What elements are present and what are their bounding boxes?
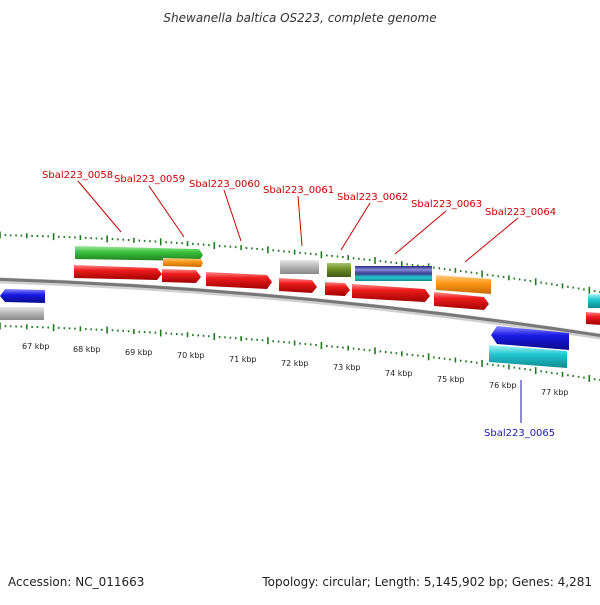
gene-label[interactable]: Sbal223_0065: [484, 428, 555, 439]
tick-label: 70 kbp: [177, 351, 205, 360]
gene-label[interactable]: Sbal223_0060: [189, 179, 260, 190]
tick-label: 76 kbp: [489, 381, 517, 390]
gene-sbal223-0064[interactable]: [436, 275, 491, 294]
reverse-strand-features: [0, 289, 569, 368]
gene-left-blue[interactable]: [0, 289, 45, 303]
accession-text: Accession: NC_011663: [8, 575, 144, 589]
upper-tick-scale: [0, 231, 600, 294]
tick-label: 74 kbp: [385, 369, 413, 378]
cds-arrow[interactable]: [325, 282, 350, 296]
cds-arrow[interactable]: [279, 278, 317, 293]
tick-label: 71 kbp: [229, 355, 257, 364]
cds-arrow[interactable]: [74, 265, 162, 280]
gene-labels: Sbal223_0058 Sbal223_0059 Sbal223_0060 S…: [42, 170, 556, 439]
gene-sbal223-0059-rna[interactable]: [163, 258, 203, 267]
cds-arrow[interactable]: [586, 312, 600, 325]
gene-sbal223-0061[interactable]: [280, 260, 319, 274]
cds-arrow[interactable]: [434, 292, 489, 310]
cds-arrow[interactable]: [162, 269, 201, 283]
lower-tick-scale: [0, 322, 600, 382]
gene-right-edge-cyan[interactable]: [588, 294, 600, 308]
gene-sbal223-0065[interactable]: [489, 345, 567, 368]
gene-label[interactable]: Sbal223_0063: [411, 199, 482, 210]
forward-leaders: [77, 180, 519, 263]
topology-summary: Topology: circular; Length: 5,145,902 bp…: [261, 575, 592, 589]
gene-label[interactable]: Sbal223_0062: [337, 192, 408, 203]
gene-sbal223-0065-cds[interactable]: [491, 326, 569, 350]
cds-track: [74, 265, 600, 325]
tick-label: 72 kbp: [281, 359, 309, 368]
gene-label[interactable]: Sbal223_0058: [42, 170, 113, 181]
cds-arrow[interactable]: [206, 272, 272, 289]
gene-sbal223-0062[interactable]: [327, 263, 351, 277]
tick-label: 75 kbp: [437, 375, 465, 384]
scale-labels: 67 kbp 68 kbp 69 kbp 70 kbp 71 kbp 72 kb…: [22, 342, 569, 397]
tick-label: 77 kbp: [541, 388, 569, 397]
map-title: Shewanella baltica OS223, complete genom…: [163, 11, 436, 25]
tick-label: 69 kbp: [125, 348, 153, 357]
gene-label[interactable]: Sbal223_0064: [485, 207, 556, 218]
gene-label[interactable]: Sbal223_0059: [114, 174, 185, 185]
gene-label[interactable]: Sbal223_0061: [263, 185, 334, 196]
gene-left-gray[interactable]: [0, 307, 44, 320]
gene-sbal223-0063[interactable]: [355, 266, 432, 281]
genome-backbone: [0, 277, 600, 337]
tick-label: 73 kbp: [333, 363, 361, 372]
tick-label: 68 kbp: [73, 345, 101, 354]
tick-label: 67 kbp: [22, 342, 50, 351]
gene-sbal223-0058[interactable]: [75, 246, 203, 261]
forward-strand-features: [75, 246, 600, 308]
cds-arrow[interactable]: [352, 284, 430, 302]
